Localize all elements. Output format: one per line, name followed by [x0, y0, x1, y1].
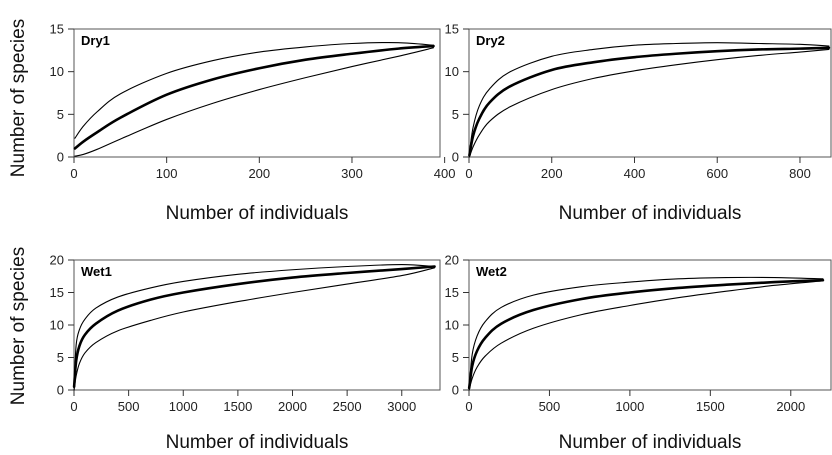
- x-tick-label: 1000: [615, 399, 644, 414]
- x-axis-title: Number of individuals: [166, 432, 349, 453]
- x-axis-title: Number of individuals: [559, 432, 742, 453]
- panel-label: Dry2: [476, 33, 505, 48]
- x-tick-label: 0: [70, 166, 77, 181]
- series-line-upper-bound: [73, 264, 436, 385]
- x-tick-label: 300: [341, 166, 363, 181]
- x-tick-label: 1500: [223, 399, 252, 414]
- panel-wet1: Wet1 0 5 10 15 20 0 500 1000 1500 2000 2500 3000 Numb…: [8, 247, 441, 453]
- x-tick-label: 1000: [169, 399, 198, 414]
- y-tick-label: 15: [445, 22, 459, 37]
- series-line-lower-bound: [74, 47, 435, 157]
- y-tick-label: 10: [50, 318, 64, 333]
- panel-wet2: Wet2 0 5 10 15 20 0 500 1000 1500 2000 Number of in…: [445, 253, 832, 453]
- plot-frame: [73, 259, 441, 391]
- y-tick-label: 10: [445, 318, 459, 333]
- panel-dry2: Dry2 0 5 10 15 0 200 400 600 800 Number of individ…: [445, 22, 832, 224]
- series-line-upper-bound: [468, 276, 824, 388]
- series-line-mean: [468, 46, 831, 157]
- x-tick-label: 0: [465, 399, 472, 414]
- series-line-upper-bound: [468, 42, 830, 154]
- x-tick-label: 600: [706, 166, 728, 181]
- panel-label: Dry1: [81, 33, 110, 48]
- x-tick-label: 2500: [333, 399, 362, 414]
- y-tick-label: 10: [50, 64, 64, 79]
- y-axis-title: Number of species: [8, 19, 29, 177]
- panel-dry1: Dry1 0 5 10 15 0 100 200 300 400 Number of individ…: [8, 19, 455, 224]
- x-axis-title: Number of individuals: [166, 203, 349, 224]
- y-tick-label: 0: [57, 383, 64, 398]
- series-line-upper-bound: [74, 42, 435, 139]
- series-line-lower-bound: [468, 280, 824, 391]
- y-tick-label: 5: [452, 107, 459, 122]
- x-tick-label: 500: [118, 399, 140, 414]
- x-tick-label: 400: [434, 166, 456, 181]
- series-line-lower-bound: [73, 267, 436, 391]
- x-tick-label: 1500: [696, 399, 725, 414]
- series-line-mean: [73, 44, 435, 150]
- y-axis-title: Number of species: [8, 247, 29, 405]
- y-tick-label: 5: [57, 107, 64, 122]
- y-tick-label: 0: [452, 383, 459, 398]
- plot-frame: [468, 259, 832, 391]
- x-tick-label: 2000: [278, 399, 307, 414]
- y-tick-label: 20: [445, 253, 459, 268]
- panel-label: Wet2: [476, 264, 507, 279]
- plot-frame: [468, 28, 832, 158]
- x-tick-label: 100: [156, 166, 178, 181]
- plot-frame: [73, 28, 441, 158]
- x-tick-label: 400: [624, 166, 646, 181]
- series-line-lower-bound: [468, 48, 830, 158]
- x-tick-label: 0: [70, 399, 77, 414]
- y-tick-label: 20: [50, 253, 64, 268]
- x-tick-label: 200: [541, 166, 563, 181]
- x-tick-label: 2000: [776, 399, 805, 414]
- y-tick-label: 10: [445, 64, 459, 79]
- y-tick-label: 5: [57, 350, 64, 365]
- x-tick-label: 3000: [387, 399, 416, 414]
- x-tick-label: 800: [789, 166, 811, 181]
- series-line-mean: [72, 265, 436, 389]
- y-tick-label: 15: [50, 22, 64, 37]
- y-tick-label: 15: [50, 285, 64, 300]
- x-tick-label: 0: [465, 166, 472, 181]
- x-tick-label: 200: [248, 166, 270, 181]
- x-axis-title: Number of individuals: [559, 203, 742, 224]
- y-tick-label: 0: [57, 150, 64, 165]
- y-tick-label: 15: [445, 285, 459, 300]
- y-tick-label: 5: [452, 350, 459, 365]
- panel-label: Wet1: [81, 264, 112, 279]
- x-tick-label: 500: [539, 399, 561, 414]
- y-tick-label: 0: [452, 150, 459, 165]
- series-line-mean: [467, 278, 825, 390]
